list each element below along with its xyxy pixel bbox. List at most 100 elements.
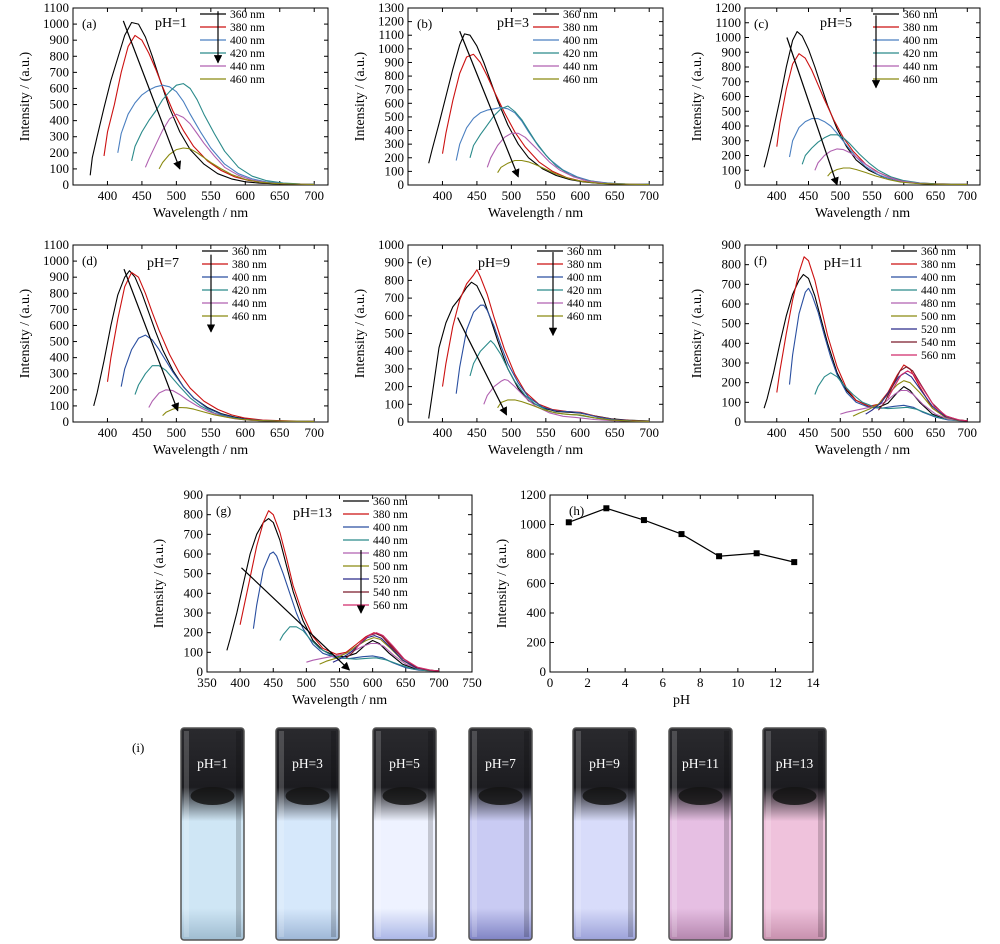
cuvette-body [468, 727, 533, 941]
meniscus [478, 787, 523, 805]
y-tick-label: 800 [722, 257, 742, 272]
x-tick-label: 700 [304, 425, 324, 440]
chart-panel-d: 400 450 500 550 600 650 7000100200300400500600… [18, 237, 329, 458]
panel-label: (a) [82, 16, 96, 31]
x-axis-title: Wavelength / nm [153, 206, 248, 221]
y-tick-label: 200 [722, 148, 742, 163]
y-tick-label: 0 [540, 664, 547, 679]
legend-entry: 460 nm [232, 311, 267, 323]
legend-entry: 500 nm [373, 561, 408, 573]
legend-entry: 420 nm [903, 48, 938, 60]
y-tick-label: 500 [722, 316, 742, 331]
legend-entry: 440 nm [373, 535, 408, 547]
data-point [603, 505, 610, 512]
ph-label: pH=11 [824, 256, 863, 271]
panel-label-i: (i) [132, 740, 144, 755]
y-tick-label: 400 [50, 350, 70, 365]
y-tick-label: 600 [50, 80, 70, 95]
x-tick-label: 550 [201, 188, 221, 203]
series-line-380-nm [239, 510, 439, 672]
x-tick-label: 600 [236, 188, 256, 203]
y-axis-title: Intensity / (a.u.) [18, 51, 33, 141]
series-line-380-nm [776, 256, 968, 422]
y-tick-label: 800 [385, 272, 405, 287]
cuvette: pH=9 [572, 727, 637, 941]
legend-entry: 360 nm [563, 9, 598, 21]
cuvette-shadow [628, 731, 633, 937]
legend-entry: 420 nm [567, 285, 602, 297]
x-tick-label: 14 [807, 675, 821, 690]
y-tick-label: 600 [722, 89, 742, 104]
x-tick-label: 400 [433, 425, 453, 440]
y-tick-label: 1200 [378, 14, 404, 29]
y-tick-label: 600 [50, 317, 70, 332]
y-tick-label: 500 [50, 334, 70, 349]
chart-panel-h: 0 2 4 6 8 10 12 14 0 200 400 600 800 1000 1200 pH Intens… [495, 487, 820, 708]
panel-label: (d) [82, 253, 97, 268]
legend-entry: 480 nm [921, 298, 956, 310]
y-tick-label: 700 [722, 74, 742, 89]
legend-entry: 440 nm [903, 61, 938, 73]
y-tick-label: 1000 [378, 41, 404, 56]
y-tick-label: 700 [385, 290, 405, 305]
y-tick-label: 100 [385, 396, 405, 411]
legend-entry: 380 nm [567, 259, 602, 271]
x-tick-label: 700 [429, 675, 449, 690]
x-tick-label: 450 [132, 188, 152, 203]
y-tick-label: 1000 [520, 517, 546, 532]
series-line-460-nm [162, 406, 315, 422]
y-tick-label: 1000 [43, 16, 69, 31]
panel-label: (g) [216, 503, 231, 518]
x-tick-label: 500 [502, 188, 522, 203]
series-line-360-nm [89, 21, 315, 185]
x-tick-label: 400 [433, 188, 453, 203]
x-tick-label: 750 [462, 675, 482, 690]
x-tick-label: 650 [926, 188, 946, 203]
y-tick-label: 600 [527, 576, 547, 591]
cuvette: pH=3 [275, 727, 340, 941]
series-line-560-nm [355, 632, 439, 672]
series-line-440-nm [279, 626, 439, 672]
legend-entry: 380 nm [230, 22, 265, 34]
y-tick-label: 600 [722, 296, 742, 311]
legend-entry: 360 nm [903, 9, 938, 21]
cuvette-body [762, 727, 827, 941]
plot-frame [72, 7, 329, 186]
y-tick-label: 0 [398, 177, 405, 192]
legend-entry: 400 nm [230, 35, 265, 47]
legend-entry: 460 nm [563, 74, 598, 86]
y-tick-label: 500 [50, 97, 70, 112]
series-line-420-nm [469, 105, 650, 185]
x-tick-label: 2 [584, 675, 591, 690]
y-tick-label: 500 [385, 109, 405, 124]
trend-arrow [241, 567, 351, 671]
legend-entry: 400 nm [373, 522, 408, 534]
y-tick-label: 400 [527, 605, 547, 620]
y-tick-label: 0 [63, 414, 70, 429]
panel-label: (f) [754, 253, 767, 268]
y-tick-label: 1200 [520, 487, 546, 502]
meniscus [678, 787, 723, 805]
y-tick-label: 0 [735, 414, 742, 429]
meniscus [285, 787, 330, 805]
x-tick-label: 550 [862, 188, 882, 203]
legend-entry: 440 nm [232, 298, 267, 310]
cuvette-label: pH=7 [485, 756, 516, 771]
y-tick-label: 100 [50, 161, 70, 176]
legend-entry: 380 nm [921, 259, 956, 271]
series-line-560-nm [887, 370, 968, 422]
y-tick-label: 900 [50, 32, 70, 47]
y-tick-label: 1100 [378, 27, 404, 42]
y-tick-label: 300 [385, 136, 405, 151]
x-tick-label: 700 [958, 425, 978, 440]
panel-label: (h) [569, 503, 584, 518]
series-line-360-nm [93, 270, 315, 422]
chart-panel-e: 400 450 500 550 600 650 700 0 100 200 300 400 500 600… [353, 237, 664, 458]
y-tick-label: 700 [385, 82, 405, 97]
cuvette: pH=11 [668, 727, 733, 941]
x-tick-label: 600 [571, 425, 591, 440]
x-tick-label: 550 [330, 675, 350, 690]
legend-entry: 400 nm [903, 35, 938, 47]
y-tick-label: 200 [385, 379, 405, 394]
legend-entry: 380 nm [903, 22, 938, 34]
